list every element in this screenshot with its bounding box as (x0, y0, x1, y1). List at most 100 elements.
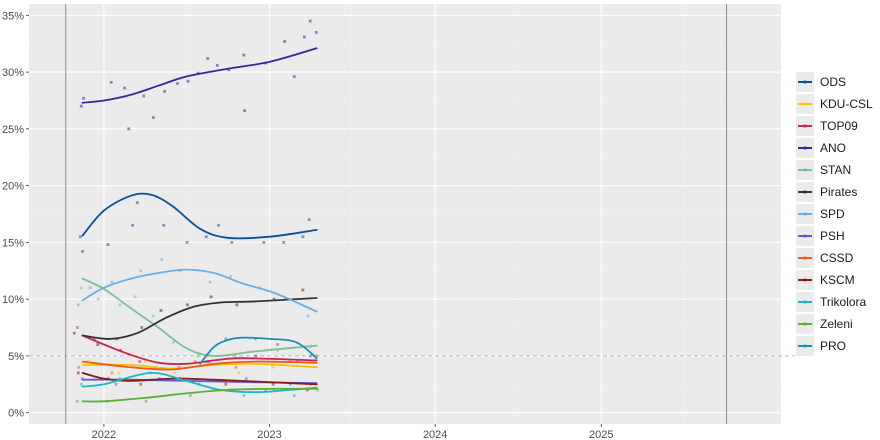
y-tick-label: 35% (2, 10, 24, 22)
poll-point (315, 354, 318, 358)
poll-point (75, 399, 79, 403)
poll-point (77, 365, 81, 369)
poll-point (282, 240, 286, 244)
legend-key-point (803, 256, 807, 260)
trend-line-top09 (81, 334, 318, 365)
poll-point (314, 30, 318, 34)
x-tick-label: 2023 (257, 429, 281, 440)
poll-point (271, 382, 275, 386)
poll-point (254, 354, 258, 358)
y-tick-label: 5% (8, 351, 24, 363)
poll-point (139, 269, 143, 273)
poll-point (301, 235, 305, 239)
grid-minor (29, 4, 781, 424)
poll-point (254, 337, 257, 341)
poll-point (81, 250, 84, 253)
legend-label-spd: SPD (820, 207, 845, 221)
y-axis-ticks: 0% 5% 10% 15% 20% 25% 30% 35% (2, 10, 29, 420)
poll-point (193, 360, 197, 363)
poll-point (230, 240, 234, 244)
legend-key-point (803, 278, 807, 282)
poll-point (75, 326, 79, 329)
grid-major (29, 4, 781, 424)
poll-point (118, 377, 122, 380)
poll-point (131, 223, 135, 227)
poll-point (242, 53, 246, 57)
legend-key-point (803, 146, 807, 150)
trend-line-spd (81, 268, 318, 313)
poll-point (162, 223, 166, 227)
legend-key-point (803, 234, 807, 238)
poll-point (160, 258, 164, 261)
poll-point (234, 365, 238, 369)
poll-point (305, 388, 309, 392)
legend-label-cssd: CSSD (820, 251, 854, 265)
poll-point (306, 314, 310, 318)
poll-point (227, 68, 231, 72)
poll-point (204, 235, 208, 239)
trend-line-ods (81, 192, 318, 240)
poll-point (114, 382, 118, 386)
poll-point (96, 297, 100, 301)
poll-point (272, 297, 276, 301)
y-tick-label: 20% (2, 181, 24, 193)
poll-point (235, 303, 239, 307)
poll-point (176, 82, 179, 85)
poll-point (80, 377, 84, 380)
poll-point (110, 280, 114, 284)
poll-point (172, 340, 175, 344)
x-tick-label: 2024 (423, 429, 447, 440)
poll-point (211, 388, 215, 392)
legend-key-point (803, 190, 807, 194)
legend-key-point (803, 344, 807, 348)
poll-point (151, 314, 155, 318)
legend-label-pirates: Pirates (820, 185, 857, 199)
legend-label-kdu-csl: KDU-CSL (820, 97, 873, 111)
poll-point (72, 331, 76, 335)
x-tick-label: 2025 (589, 429, 613, 440)
poll-point (188, 394, 192, 398)
poll-point (206, 57, 210, 60)
legend-label-kscm: KSCM (820, 273, 855, 287)
trend-line-stan (81, 277, 318, 357)
poll-point (185, 303, 189, 307)
poll-point (229, 275, 232, 278)
poll-point (242, 394, 246, 398)
poll-point (302, 35, 306, 39)
poll-point (272, 388, 276, 392)
legend-label-stan: STAN (820, 163, 851, 177)
poll-point (186, 79, 190, 83)
poll-point (173, 371, 177, 375)
poll-point (144, 399, 148, 403)
poll-point (135, 201, 139, 205)
poll-point (143, 360, 147, 363)
legend-label-zeleni: Zeleni (820, 317, 853, 331)
trend-line-pro (199, 336, 318, 365)
poll-point (217, 223, 220, 227)
poll-point (142, 94, 146, 98)
poll-point (78, 235, 82, 239)
poll-point (233, 354, 237, 358)
poll-point (123, 86, 126, 90)
poll-point (271, 365, 275, 369)
poll-point (106, 243, 110, 247)
poll-point (283, 40, 287, 43)
poll-point (262, 240, 266, 244)
legend-label-top09: TOP09 (820, 119, 858, 133)
poll-point (159, 309, 163, 312)
poll-point (307, 218, 311, 222)
poll-point (308, 19, 312, 23)
legend-key-point (803, 212, 807, 216)
poll-point (316, 388, 320, 392)
poll-point (301, 288, 305, 292)
poll-point (140, 326, 144, 329)
legend-label-psh: PSH (820, 229, 845, 243)
y-tick-label: 10% (2, 294, 24, 306)
legend-key-point (803, 322, 807, 326)
y-tick-label: 15% (2, 237, 24, 249)
poll-point (82, 96, 85, 100)
legend-label-ods: ODS (820, 75, 846, 89)
poll-point (133, 295, 137, 299)
legend: ODS KDU-CSL TOP09 ANO STAN Pirates SPD PSH CSSD K… (795, 71, 880, 359)
poll-point (76, 371, 80, 375)
